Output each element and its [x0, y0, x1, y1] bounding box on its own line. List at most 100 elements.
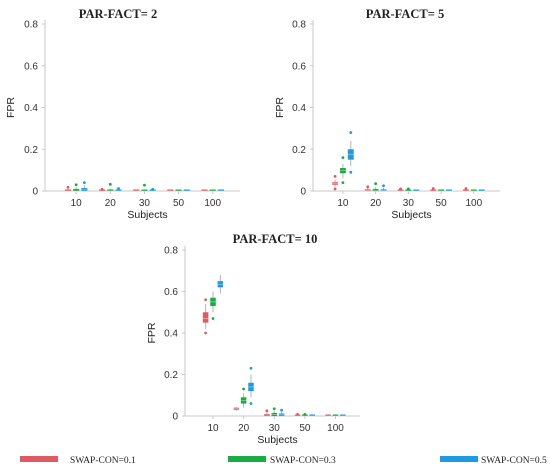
box-mark [325, 414, 331, 416]
outlier-point [431, 187, 435, 190]
box-mark [470, 189, 477, 191]
y-tick-label: 0.4 [164, 329, 178, 340]
box-mark [167, 189, 174, 191]
x-tick-label: 30 [403, 198, 415, 209]
outlier-point [464, 187, 468, 190]
outlier-point [249, 366, 253, 370]
outlier-point [265, 409, 269, 413]
outlier-point [303, 412, 307, 416]
box-mark [438, 189, 445, 191]
y-tick-label: 0.8 [24, 20, 38, 31]
outlier-point [406, 187, 410, 191]
box-mark [202, 312, 209, 323]
outlier-point [82, 181, 86, 185]
box-mark [332, 414, 339, 416]
legend: SWAP-CON=0.1 SWAP-CON=0.3 SWAP-CON=0.5 [20, 456, 547, 466]
x-axis-label: Subjects [391, 209, 431, 221]
outlier-point [341, 156, 345, 160]
x-tick-label: 20 [370, 198, 382, 209]
y-tick-label: 0.6 [24, 61, 38, 72]
box-mark [413, 189, 420, 191]
chart-panel-par-fact-2: PAR-FACT= 2 0 0.2 0.4 0.6 0.8 FPR 10 20 30 50 100 Su… [5, 7, 240, 221]
y-tick-label: 0.2 [24, 145, 38, 156]
outlier-point [296, 412, 299, 416]
y-tick-label: 0.6 [164, 287, 178, 298]
x-axis-label: Subjects [127, 209, 167, 221]
outlier-point [204, 331, 208, 335]
outlier-point [211, 317, 215, 320]
legend-swatch-swap-con-0.3 [228, 456, 266, 462]
outlier-point [382, 184, 385, 188]
outlier-point [349, 170, 353, 174]
box-mark [133, 189, 140, 191]
box-mark [446, 189, 452, 191]
x-tick-label: 10 [71, 198, 83, 209]
chart-title: PAR-FACT= 10 [233, 232, 318, 246]
box-mark [64, 189, 72, 191]
x-tick-label: 30 [139, 198, 151, 209]
chart-title: PAR-FACT= 5 [366, 7, 445, 21]
outlier-point [249, 402, 253, 405]
box-mark [141, 189, 148, 191]
outlier-point [117, 187, 120, 190]
y-tick-label: 0.6 [292, 61, 306, 72]
legend-label-swap-con-0.5: SWAP-CON=0.5 [481, 456, 547, 466]
outlier-point [280, 408, 283, 412]
x-tick-label: 100 [204, 198, 221, 209]
y-tick-label: 0 [172, 412, 178, 423]
outlier-point [66, 185, 70, 189]
box-mark [478, 189, 485, 191]
box-mark [183, 189, 190, 191]
x-tick-label: 10 [337, 198, 349, 209]
y-axis-label: FPR [5, 97, 17, 118]
outlier-point [272, 407, 276, 411]
y-tick-label: 0.2 [164, 370, 178, 381]
outlier-point [242, 387, 246, 391]
y-tick-label: 0.2 [292, 145, 306, 156]
box-mark [340, 414, 346, 416]
chart-title: PAR-FACT= 2 [79, 7, 158, 21]
chart-panel-par-fact-5: PAR-FACT= 5 0 0.2 0.4 0.6 0.8 FPR 10 20 30 50 100 Su… [274, 7, 500, 221]
outlier-point [333, 187, 337, 191]
outlier-point [151, 187, 155, 191]
y-tick-label: 0.8 [292, 20, 306, 31]
y-tick-label: 0.4 [292, 103, 306, 114]
legend-swatch-swap-con-0.1 [20, 456, 58, 462]
x-tick-label: 50 [436, 198, 448, 209]
box-mark [73, 188, 80, 191]
box-mark [463, 189, 469, 191]
outlier-point [366, 185, 370, 189]
box-mark [430, 189, 437, 191]
outlier-point [108, 182, 112, 186]
outlier-point [341, 181, 345, 185]
y-tick-label: 0 [300, 187, 306, 198]
outlier-point [74, 183, 78, 187]
box-mark [175, 189, 182, 191]
y-tick-label: 0.4 [24, 103, 38, 114]
outlier-point [100, 187, 104, 191]
x-tick-label: 100 [465, 198, 482, 209]
x-axis-label: Subjects [257, 434, 297, 446]
box-mark [201, 189, 208, 191]
box-mark [209, 189, 216, 191]
y-axis-label: FPR [274, 97, 286, 118]
x-tick-label: 20 [105, 198, 117, 209]
x-tick-label: 100 [327, 423, 344, 434]
outlier-point [333, 174, 337, 178]
x-tick-label: 50 [173, 198, 185, 209]
outlier-point [143, 183, 146, 187]
box-mark [217, 189, 224, 191]
x-tick-label: 20 [238, 423, 250, 434]
outlier-point [204, 298, 208, 302]
chart-panel-par-fact-10: PAR-FACT= 10 0 0.2 0.4 0.6 0.8 FPR 10 20 30 50 100 S… [146, 232, 360, 446]
legend-label-swap-con-0.1: SWAP-CON=0.1 [70, 456, 136, 466]
box-mark [107, 189, 114, 191]
y-tick-label: 0.8 [164, 246, 178, 257]
box-mark [309, 414, 315, 416]
legend-label-swap-con-0.3: SWAP-CON=0.3 [270, 456, 336, 466]
outlier-point [349, 131, 353, 134]
y-axis-label: FPR [146, 322, 158, 343]
x-tick-label: 50 [299, 423, 311, 434]
x-tick-label: 10 [207, 423, 219, 434]
